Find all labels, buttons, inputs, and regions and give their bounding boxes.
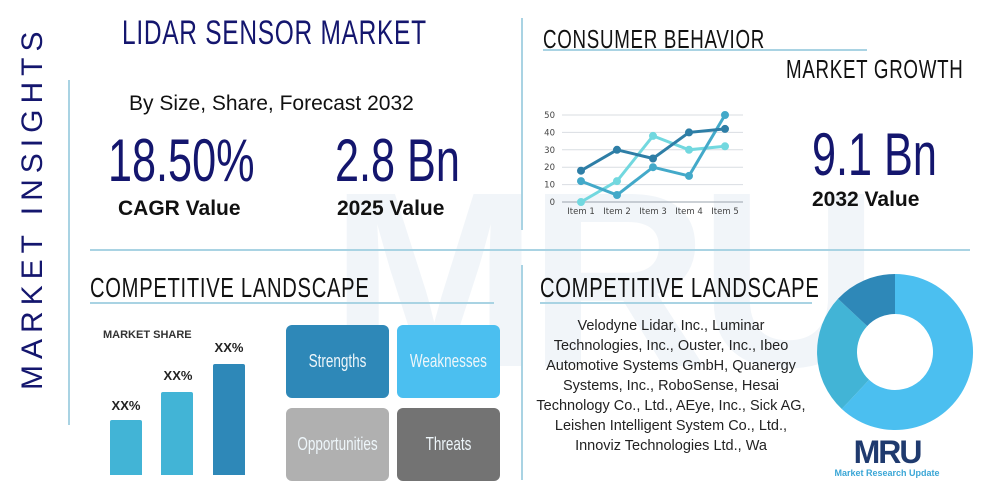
- svg-text:Item 4: Item 4: [675, 207, 702, 217]
- side-divider: [68, 80, 70, 425]
- x-axis-ticks: Item 1 Item 2 Item 3 Item 4 Item 5: [567, 207, 738, 217]
- page-title: LIDAR SENSOR MARKET: [122, 14, 427, 52]
- top-center-divider: [521, 18, 523, 230]
- mru-logo-letters: MRU: [853, 434, 923, 470]
- series-2-line: [577, 111, 729, 199]
- swot-threats-label: Threats: [425, 434, 472, 454]
- value-2025: 2.8 Bn: [335, 127, 460, 194]
- svg-text:20: 20: [544, 163, 555, 173]
- svg-text:Item 3: Item 3: [639, 207, 666, 217]
- middle-divider: [90, 249, 970, 251]
- svg-text:Item 1: Item 1: [567, 207, 594, 217]
- bar-3-label: XX%: [214, 340, 244, 355]
- series-3-line: [577, 131, 729, 206]
- company-list: Velodyne Lidar, Inc., Luminar Technologi…: [536, 318, 806, 454]
- competitive-right-heading: COMPETITIVE LANDSCAPE: [540, 272, 820, 303]
- competitive-right-underline: [540, 302, 812, 304]
- swot-strengths-label: Strengths: [308, 351, 367, 371]
- svg-text:Item 2: Item 2: [603, 207, 630, 217]
- bar-1-label: XX%: [111, 398, 141, 413]
- swot-weaknesses: Weaknesses: [397, 325, 500, 398]
- value-2025-label: 2025 Value: [337, 197, 445, 220]
- svg-text:10: 10: [544, 181, 555, 191]
- side-label: MARKET INSIGHTS: [16, 25, 49, 390]
- mru-logo-tagline: Market Research Update: [834, 468, 940, 478]
- svg-text:30: 30: [544, 146, 555, 156]
- svg-text:Item 5: Item 5: [711, 207, 738, 217]
- swot-strengths: Strengths: [286, 325, 389, 398]
- y-axis-ticks: 50 40 30 20 10 0: [544, 111, 555, 208]
- swot-opportunities-label: Opportunities: [297, 434, 378, 454]
- cagr-value: 18.50%: [108, 127, 255, 194]
- swot-weaknesses-label: Weaknesses: [409, 351, 488, 371]
- cagr-label: CAGR Value: [118, 197, 241, 220]
- value-2032-label: 2032 Value: [812, 188, 920, 211]
- bottom-center-divider: [521, 265, 523, 480]
- svg-text:0: 0: [550, 198, 555, 208]
- bar-3: [213, 364, 245, 475]
- mru-logo: MRU Market Research Update: [832, 436, 942, 478]
- competitive-left-heading: COMPETITIVE LANDSCAPE: [90, 272, 370, 303]
- series-1-line: [577, 124, 729, 175]
- donut-slice-1: [841, 274, 974, 430]
- donut-slice-2: [817, 298, 870, 409]
- line-chart: 50 40 30 20 10 0 Item 1 Item 2 Item 3 It…: [544, 111, 743, 217]
- donut-chart: [817, 274, 974, 430]
- swot-threats: Threats: [397, 408, 500, 481]
- bar-2-label: XX%: [163, 368, 193, 383]
- bar-2: [161, 392, 193, 475]
- donut-slice-3: [838, 274, 895, 327]
- subtitle: By Size, Share, Forecast 2032: [129, 92, 414, 115]
- market-share-label: MARKET SHARE: [103, 329, 192, 341]
- consumer-behavior-underline: [543, 49, 867, 51]
- competitive-left-underline: [90, 302, 494, 304]
- value-2032: 9.1 Bn: [812, 121, 937, 188]
- svg-text:40: 40: [544, 128, 555, 138]
- market-growth-heading: MARKET GROWTH: [786, 54, 964, 84]
- svg-text:50: 50: [544, 111, 555, 121]
- bar-1: [110, 420, 142, 475]
- swot-opportunities: Opportunities: [286, 408, 389, 481]
